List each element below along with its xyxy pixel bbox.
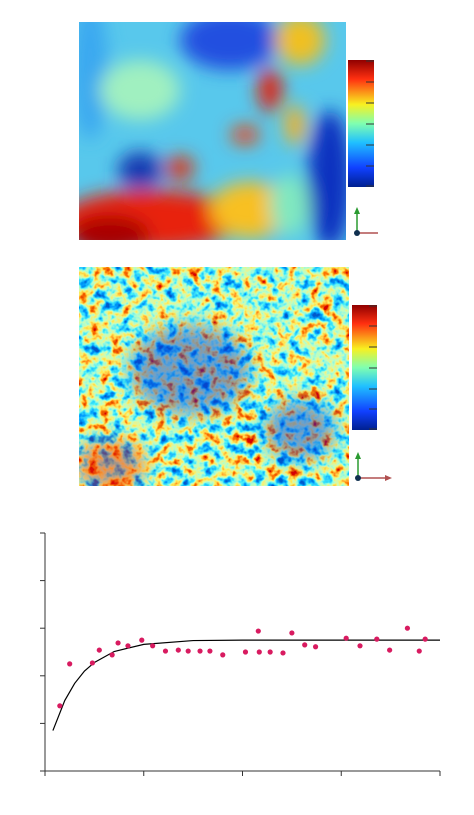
data-point — [312, 644, 319, 650]
data-point — [242, 649, 249, 655]
data-point — [387, 647, 393, 653]
data-point — [139, 637, 145, 643]
data-point — [150, 643, 156, 649]
data-point — [175, 647, 181, 653]
data-point — [255, 628, 261, 634]
data-point — [162, 648, 169, 654]
data-point — [404, 625, 411, 631]
data-point — [289, 630, 295, 636]
data-point — [197, 648, 203, 654]
heatmap-bottom — [79, 267, 349, 486]
axis-triad — [354, 207, 378, 236]
data-point — [416, 648, 422, 654]
data-point — [280, 650, 286, 656]
data-point — [267, 649, 273, 655]
axis-triad — [355, 452, 392, 481]
data-point — [185, 648, 191, 654]
data-point — [67, 661, 73, 667]
colorbar-ticks — [366, 60, 374, 187]
heatmap-top — [79, 22, 346, 240]
data-point — [57, 703, 63, 709]
data-point — [89, 660, 95, 666]
data-point — [357, 643, 363, 649]
scatter-plot — [40, 532, 441, 776]
data-point — [422, 636, 428, 642]
data-point — [96, 647, 102, 653]
fit-curve — [52, 639, 440, 731]
colorbar-ticks — [369, 305, 377, 430]
data-point — [207, 648, 213, 654]
data-point — [256, 649, 262, 655]
data-point — [302, 642, 308, 648]
data-point — [220, 652, 226, 658]
data-point — [109, 652, 115, 658]
data-point — [343, 635, 349, 641]
data-point — [115, 640, 121, 646]
data-point — [125, 643, 131, 649]
data-point — [374, 636, 380, 642]
